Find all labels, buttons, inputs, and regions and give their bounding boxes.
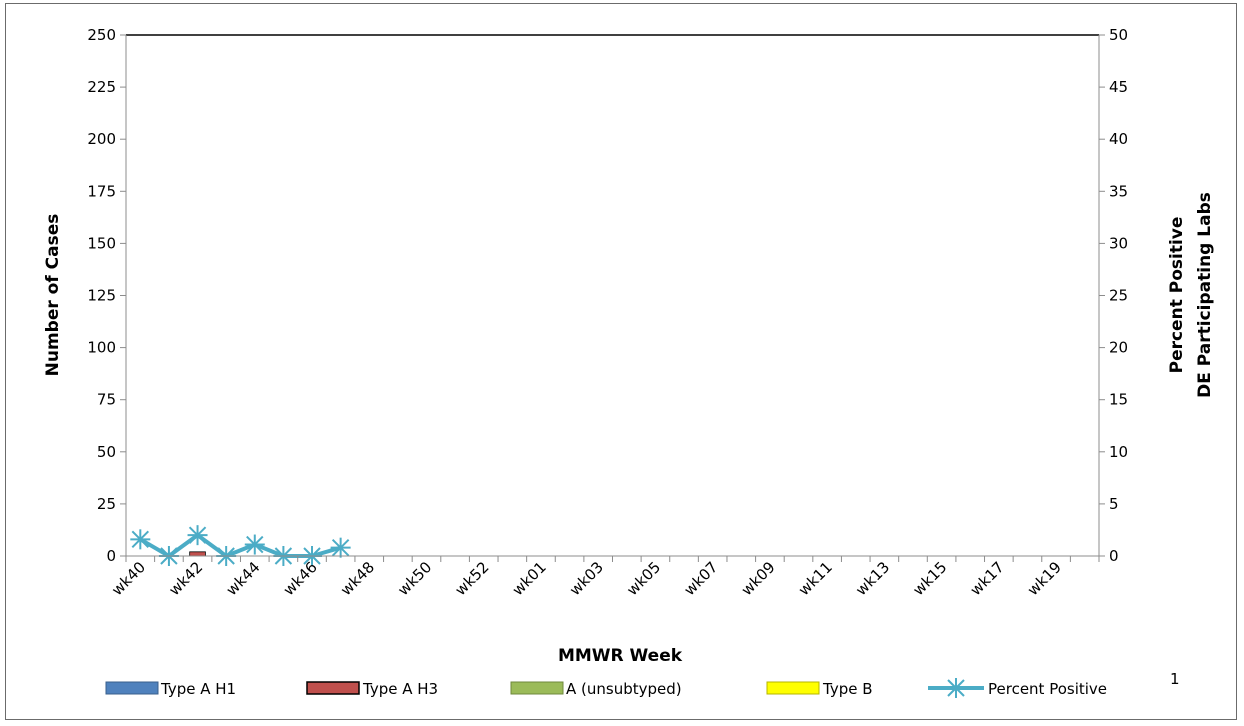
y2-tick-label: 35 (1109, 182, 1128, 200)
x-tick-label: wk09 (738, 558, 779, 599)
x-tick-label: wk52 (452, 558, 493, 599)
x-tick-label: wk07 (680, 558, 721, 599)
legend-label-a-unsubtyped: A (unsubtyped) (566, 680, 682, 698)
data-point (187, 525, 208, 546)
x-tick-label: wk03 (566, 558, 607, 599)
legend-footnote-superscript: 1 (1170, 670, 1180, 688)
x-tick-label: wk42 (165, 558, 206, 599)
y-tick-label: 200 (87, 130, 116, 148)
y2-axis-title-line1: Percent Positive (1167, 217, 1187, 374)
y-tick-label: 25 (97, 495, 116, 513)
y2-tick-label: 45 (1109, 78, 1128, 96)
y2-tick-label: 0 (1109, 547, 1119, 565)
y2-tick-label: 50 (1109, 26, 1128, 44)
x-tick-label: wk48 (337, 558, 378, 599)
y2-tick-label: 25 (1109, 287, 1128, 305)
percent-positive-line (139, 533, 342, 558)
x-tick-label: wk17 (967, 558, 1008, 599)
legend-label-type-a-h1: Type A H1 (160, 680, 236, 698)
legend-swatch-type-b (766, 681, 820, 695)
y2-axis-title-line2: DE Participating Labs (1195, 192, 1215, 398)
y-tick-label: 225 (87, 78, 116, 96)
legend-swatch-a-unsubtyped (510, 681, 564, 695)
y2-tick-label: 10 (1109, 443, 1128, 461)
data-point (130, 529, 151, 550)
x-tick-label: wk46 (280, 558, 321, 599)
y-tick-label: 100 (87, 339, 116, 357)
legend: Type A H1 Type A H3 A (unsubtyped) Type … (105, 670, 1180, 698)
y-tick-label: 150 (87, 234, 116, 252)
legend-marker-percent-positive (946, 678, 966, 698)
y-tick-label: 175 (87, 182, 116, 200)
data-point (244, 534, 265, 555)
bar (189, 551, 206, 557)
x-axis-title: MMWR Week (558, 646, 683, 666)
y2-tick-label: 40 (1109, 130, 1128, 148)
x-tick-label: wk13 (852, 558, 893, 599)
y2-tick-label: 5 (1109, 495, 1119, 513)
y-tick-label: 250 (87, 26, 116, 44)
y-tick-label: 50 (97, 443, 116, 461)
legend-label-type-a-h3: Type A H3 (362, 680, 438, 698)
legend-swatch-type-a-h1 (105, 681, 159, 695)
y2-tick-label: 30 (1109, 234, 1128, 252)
legend-label-percent-positive: Percent Positive (988, 680, 1107, 698)
chart-frame (5, 3, 1237, 720)
x-tick-label: wk50 (394, 558, 435, 599)
x-tick-label: wk01 (509, 558, 550, 599)
y-axis-title: Number of Cases (43, 214, 63, 377)
x-tick-label: wk11 (795, 558, 836, 599)
y2-tick-label: 20 (1109, 339, 1128, 357)
x-tick-label: wk19 (1024, 558, 1065, 599)
x-tick-label: wk05 (623, 558, 664, 599)
y2-tick-label: 15 (1109, 391, 1128, 409)
x-tick-label: wk44 (223, 558, 264, 599)
y-tick-label: 125 (87, 287, 116, 305)
y-tick-label: 0 (106, 547, 116, 565)
data-point (330, 537, 351, 558)
legend-label-type-b: Type B (822, 680, 873, 698)
y-tick-label: 75 (97, 391, 116, 409)
legend-swatch-type-a-h3 (306, 681, 360, 695)
x-tick-label: wk15 (909, 558, 950, 599)
